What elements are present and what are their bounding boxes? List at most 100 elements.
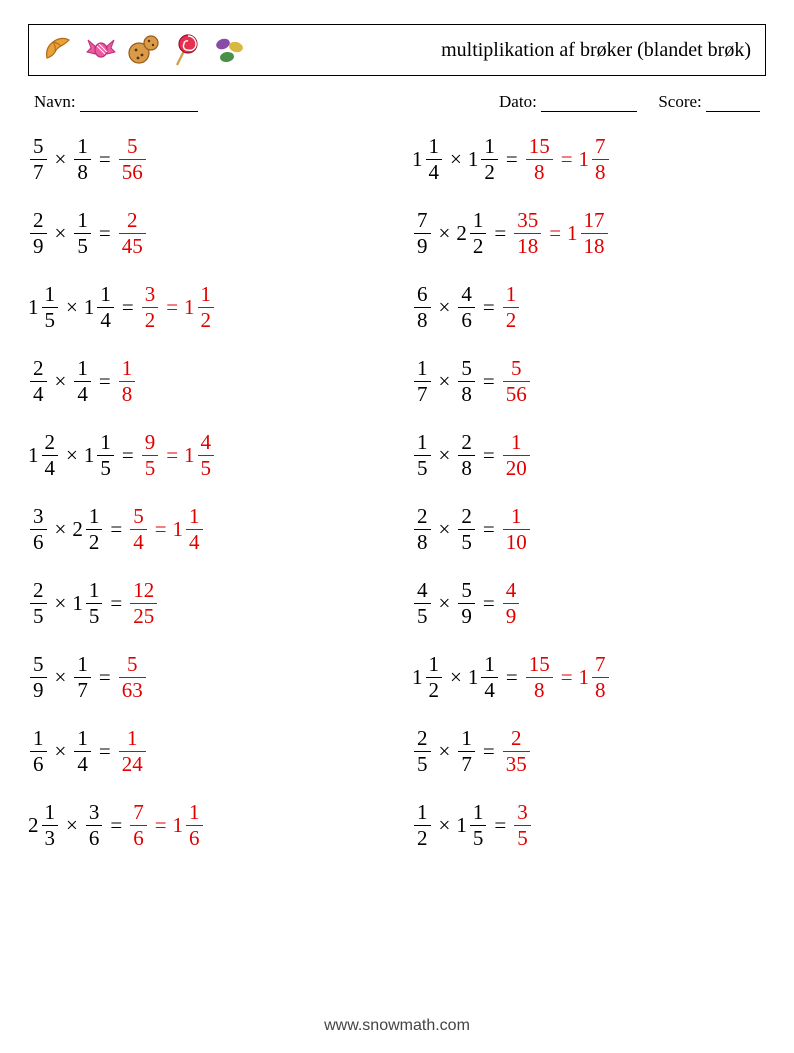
fraction: 15	[470, 802, 487, 849]
meta-row: Navn: Dato: Score:	[34, 92, 760, 112]
times-sign: ×	[439, 295, 451, 320]
answer: 12	[501, 284, 522, 331]
fraction: 79	[414, 210, 431, 257]
answer: 124	[117, 728, 148, 775]
fraction: 158	[526, 654, 553, 701]
fraction: 12	[426, 654, 443, 701]
problem-row: 68×46=12	[412, 270, 766, 344]
equals-sign: =	[155, 517, 167, 542]
fraction: 78	[592, 654, 609, 701]
fraction: 78	[592, 136, 609, 183]
problem-column-left: 57×18=55629×15=245115×114=32=11224×14=18…	[28, 122, 382, 862]
fraction: 36	[30, 506, 47, 553]
equals-sign: =	[506, 147, 518, 172]
fraction: 12	[503, 284, 520, 331]
times-sign: ×	[66, 813, 78, 838]
problem-row: 25×115=1225	[28, 566, 382, 640]
equals-sign: =	[494, 813, 506, 838]
problem-row: 12×115=35	[412, 788, 766, 862]
name-field: Navn:	[34, 92, 198, 112]
equals-sign: =	[483, 517, 495, 542]
problem-row: 24×14=18	[28, 344, 382, 418]
whole-part: 1	[84, 443, 95, 468]
equals-sign: =	[99, 739, 111, 764]
problem-row: 28×25=110	[412, 492, 766, 566]
whole-part: 1	[84, 295, 95, 320]
answer: 556	[117, 136, 148, 183]
fraction: 95	[142, 432, 159, 479]
fraction: 15	[42, 284, 59, 331]
fraction: 1225	[130, 580, 157, 627]
whole-part: 2	[72, 517, 83, 542]
fraction: 14	[74, 358, 91, 405]
equals-sign: =	[483, 739, 495, 764]
answer: 178	[579, 654, 611, 701]
equals-sign: =	[110, 517, 122, 542]
problem-row: 17×58=556	[412, 344, 766, 418]
header-icon-row	[43, 33, 247, 67]
fraction: 17	[458, 728, 475, 775]
equals-sign: =	[166, 443, 178, 468]
problem-row: 59×17=563	[28, 640, 382, 714]
problem-grid: 57×18=55629×15=245115×114=32=11224×14=18…	[28, 122, 766, 862]
fraction: 14	[186, 506, 203, 553]
equals-sign: =	[549, 221, 561, 246]
equals-sign: =	[110, 591, 122, 616]
fraction: 16	[30, 728, 47, 775]
answer: 120	[501, 432, 532, 479]
candy-icon	[85, 34, 117, 66]
fraction: 25	[458, 506, 475, 553]
date-field: Dato:	[499, 92, 637, 111]
whole-part: 1	[173, 813, 184, 838]
whole-part: 1	[567, 221, 578, 246]
fraction: 1718	[581, 210, 608, 257]
answer: 18	[117, 358, 138, 405]
fraction: 15	[74, 210, 91, 257]
times-sign: ×	[55, 591, 67, 616]
fraction: 25	[414, 728, 431, 775]
fraction: 14	[426, 136, 443, 183]
fraction: 32	[142, 284, 159, 331]
times-sign: ×	[450, 665, 462, 690]
cookie-icon	[127, 33, 161, 67]
fraction: 36	[86, 802, 103, 849]
fraction: 24	[42, 432, 59, 479]
equals-sign: =	[483, 591, 495, 616]
times-sign: ×	[55, 147, 67, 172]
fraction: 12	[470, 210, 487, 257]
times-sign: ×	[439, 443, 451, 468]
fraction: 24	[30, 358, 47, 405]
whole-part: 1	[173, 517, 184, 542]
fraction: 12	[414, 802, 431, 849]
fraction: 15	[414, 432, 431, 479]
score-label: Score:	[658, 92, 701, 111]
whole-part: 2	[456, 221, 467, 246]
score-blank[interactable]	[706, 97, 760, 112]
answer: 3518	[512, 210, 543, 257]
whole-part: 1	[28, 295, 39, 320]
answer: 35	[512, 802, 533, 849]
date-blank[interactable]	[541, 97, 637, 112]
lollipop-icon	[171, 33, 203, 67]
times-sign: ×	[439, 517, 451, 542]
fraction: 563	[119, 654, 146, 701]
name-blank[interactable]	[80, 97, 198, 112]
times-sign: ×	[55, 369, 67, 394]
problem-row: 45×59=49	[412, 566, 766, 640]
equals-sign: =	[122, 443, 134, 468]
fraction: 28	[458, 432, 475, 479]
equals-sign: =	[166, 295, 178, 320]
whole-part: 1	[72, 591, 83, 616]
answer: 114	[173, 506, 205, 553]
fraction: 35	[514, 802, 531, 849]
worksheet-title: multiplikation af brøker (blandet brøk)	[441, 39, 751, 62]
equals-sign: =	[483, 369, 495, 394]
times-sign: ×	[55, 739, 67, 764]
fraction: 45	[198, 432, 215, 479]
answer: 245	[117, 210, 148, 257]
answer: 54	[128, 506, 149, 553]
fraction: 25	[30, 580, 47, 627]
equals-sign: =	[561, 147, 573, 172]
problem-row: 213×36=76=116	[28, 788, 382, 862]
times-sign: ×	[55, 221, 67, 246]
